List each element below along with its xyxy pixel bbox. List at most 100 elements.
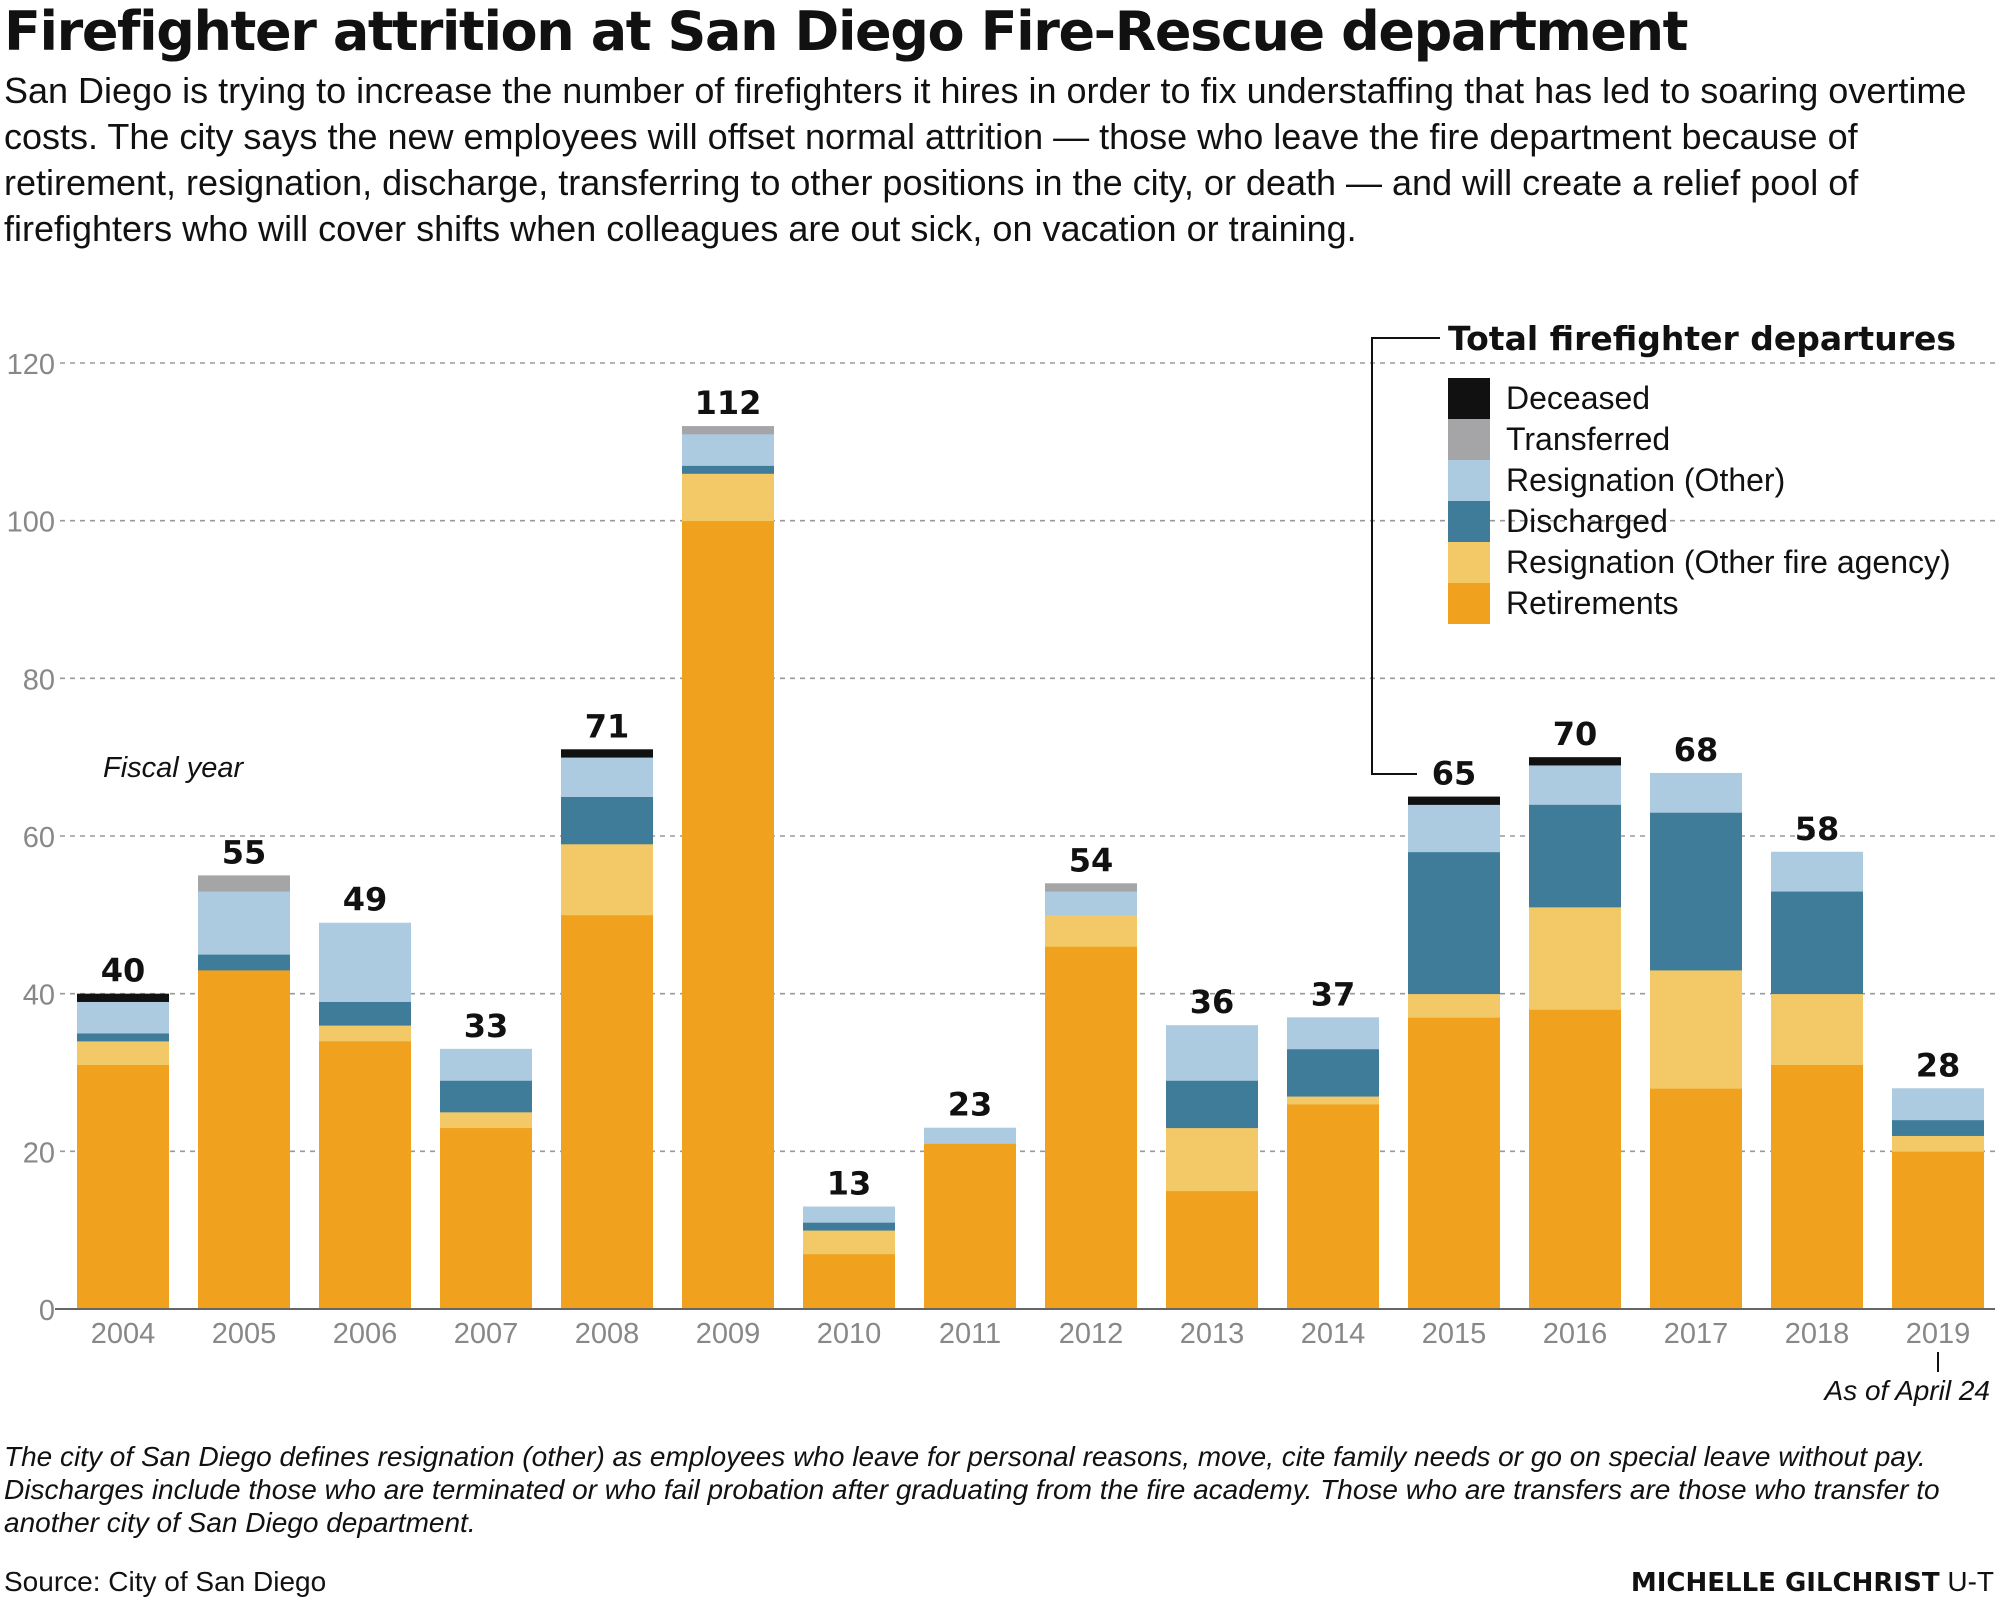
bar-segment-discharged-2004 xyxy=(77,1033,169,1042)
bar-segment-resignation-other-fire-agency-2007 xyxy=(440,1111,532,1129)
total-label-2006: 49 xyxy=(343,881,388,919)
bar-segment-discharged-2005 xyxy=(198,954,290,971)
legend-title: Total firefighter departures xyxy=(1448,319,1956,358)
bar-segment-resignation-other-fire-agency-2015 xyxy=(1408,993,1500,1018)
stacked-bar-chart: 0 20 40 60 80 100 120 40 55 49 33 71 112 13 23 54 36 37 6… xyxy=(7,319,1995,1406)
total-label-2014: 37 xyxy=(1311,975,1356,1013)
bar-segment-resignation-other-fire-agency-2004 xyxy=(77,1040,169,1066)
y-tick-label: 40 xyxy=(23,980,55,1012)
bar-segment-resignation-other-2016 xyxy=(1529,765,1621,805)
total-label-2012: 54 xyxy=(1069,841,1114,879)
y-axis-ticks: 0 20 40 60 80 100 120 xyxy=(7,349,55,1327)
bar-segment-resignation-other-2011 xyxy=(924,1127,1016,1144)
x-tick-label-2017: 2017 xyxy=(1664,1318,1729,1350)
credit-name: MICHELLE GILCHRIST xyxy=(1630,1568,1940,1598)
bar-segment-resignation-other-2015 xyxy=(1408,804,1500,853)
bar-segment-resignation-other-fire-agency-2018 xyxy=(1771,993,1863,1066)
legend-label-deceased: Deceased xyxy=(1506,380,1650,416)
bar-segment-discharged-2009 xyxy=(682,465,774,474)
legend-label-resignation-other: Resignation (Other) xyxy=(1506,462,1785,498)
bar-segment-retirements-2013 xyxy=(1166,1190,1258,1310)
bar-segment-retirements-2006 xyxy=(319,1040,411,1310)
legend-swatch-deceased xyxy=(1448,378,1490,419)
bar-segment-resignation-other-fire-agency-2013 xyxy=(1166,1127,1258,1192)
bar-segment-retirements-2004 xyxy=(77,1064,169,1310)
bar-segment-resignation-other-2006 xyxy=(319,922,411,1002)
total-label-2015: 65 xyxy=(1432,755,1477,793)
legend-swatch-resignation-other-fire-agency xyxy=(1448,542,1490,583)
x-tick-label-2008: 2008 xyxy=(575,1318,640,1350)
y-tick-label: 60 xyxy=(23,822,55,854)
bar-segment-discharged-2014 xyxy=(1287,1048,1379,1097)
total-label-2009: 112 xyxy=(695,384,762,422)
bar-segment-resignation-other-2014 xyxy=(1287,1017,1379,1050)
bar-segment-discharged-2008 xyxy=(561,796,653,845)
total-label-2011: 23 xyxy=(948,1086,993,1124)
total-label-2010: 13 xyxy=(827,1165,872,1203)
total-labels: 40 55 49 33 71 112 13 23 54 36 37 65 70 68 58 28 xyxy=(101,384,1961,1202)
bar-segment-retirements-2009 xyxy=(682,520,774,1310)
x-tick-label-2010: 2010 xyxy=(817,1318,882,1350)
x-tick-label-2016: 2016 xyxy=(1543,1318,1608,1350)
y-tick-label: 0 xyxy=(39,1295,55,1327)
bar-segment-retirements-2016 xyxy=(1529,1009,1621,1310)
bar-segment-resignation-other-fire-agency-2017 xyxy=(1650,970,1742,1089)
bar-segment-discharged-2013 xyxy=(1166,1080,1258,1129)
bar-segment-deceased-2016 xyxy=(1529,757,1621,766)
bar-segment-discharged-2019 xyxy=(1892,1119,1984,1136)
source-note: Source: City of San Diego xyxy=(4,1566,327,1597)
bar-segment-retirements-2017 xyxy=(1650,1088,1742,1310)
bar-segment-discharged-2006 xyxy=(319,1001,411,1026)
legend-label-transferred: Transferred xyxy=(1506,421,1670,457)
bar-segment-resignation-other-fire-agency-2009 xyxy=(682,473,774,522)
total-label-2004: 40 xyxy=(101,952,146,990)
bar-segment-retirements-2007 xyxy=(440,1127,532,1310)
bar-segment-discharged-2015 xyxy=(1408,851,1500,995)
bar-segment-resignation-other-fire-agency-2019 xyxy=(1892,1135,1984,1152)
y-tick-label: 20 xyxy=(23,1137,55,1169)
bar-segment-resignation-other-fire-agency-2016 xyxy=(1529,906,1621,1010)
credit-org: U-T xyxy=(1947,1566,1994,1597)
bar-segment-retirements-2011 xyxy=(924,1143,1016,1310)
bar-segment-discharged-2018 xyxy=(1771,891,1863,995)
legend-swatch-retirements xyxy=(1448,583,1490,624)
legend-swatch-discharged xyxy=(1448,501,1490,542)
bar-segment-resignation-other-fire-agency-2014 xyxy=(1287,1096,1379,1105)
bar-segment-retirements-2019 xyxy=(1892,1151,1984,1310)
bar-segment-resignation-other-fire-agency-2006 xyxy=(319,1025,411,1042)
total-label-2005: 55 xyxy=(222,833,267,871)
bar-segment-resignation-other-2004 xyxy=(77,1001,169,1034)
total-label-2007: 33 xyxy=(464,1007,509,1045)
bar-segment-retirements-2014 xyxy=(1287,1104,1379,1310)
bar-segment-discharged-2016 xyxy=(1529,804,1621,908)
x-axis-ticks: 2004 2005 2006 2007 2008 2009 2010 2011 2012 2013… xyxy=(91,1318,1971,1350)
x-tick-label-2005: 2005 xyxy=(212,1318,277,1350)
bar-segment-retirements-2012 xyxy=(1045,946,1137,1310)
bar-segment-transferred-2009 xyxy=(682,426,774,435)
x-tick-label-2014: 2014 xyxy=(1301,1318,1366,1350)
x-tick-label-2013: 2013 xyxy=(1180,1318,1245,1350)
bar-segment-resignation-other-2012 xyxy=(1045,891,1137,916)
x-tick-label-2012: 2012 xyxy=(1059,1318,1124,1350)
legend-label-resignation-other-fire-agency: Resignation (Other fire agency) xyxy=(1506,544,1951,580)
legend-callout-line xyxy=(1371,337,1440,775)
credit: MICHELLE GILCHRIST U-T xyxy=(1631,1565,1994,1600)
legend-label-retirements: Retirements xyxy=(1506,585,1679,621)
legend-swatch-transferred xyxy=(1448,419,1490,460)
total-label-2019: 28 xyxy=(1916,1046,1961,1084)
bar-segment-resignation-other-2018 xyxy=(1771,851,1863,892)
y-tick-label: 100 xyxy=(7,507,55,539)
x-tick-label-2011: 2011 xyxy=(939,1318,1001,1350)
y-tick-label: 80 xyxy=(23,664,55,696)
bar-segment-retirements-2008 xyxy=(561,914,653,1310)
y-tick-label: 120 xyxy=(7,349,55,381)
bar-segment-discharged-2017 xyxy=(1650,812,1742,971)
bar-segment-resignation-other-2017 xyxy=(1650,772,1742,813)
x-tick-label-2006: 2006 xyxy=(333,1318,398,1350)
bar-segment-resignation-other-2019 xyxy=(1892,1088,1984,1121)
x-tick-label-2015: 2015 xyxy=(1422,1318,1487,1350)
bar-segment-resignation-other-2008 xyxy=(561,757,653,797)
bar-segment-resignation-other-2009 xyxy=(682,433,774,466)
x-tick-label-2004: 2004 xyxy=(91,1318,156,1350)
bar-segment-resignation-other-2007 xyxy=(440,1048,532,1081)
